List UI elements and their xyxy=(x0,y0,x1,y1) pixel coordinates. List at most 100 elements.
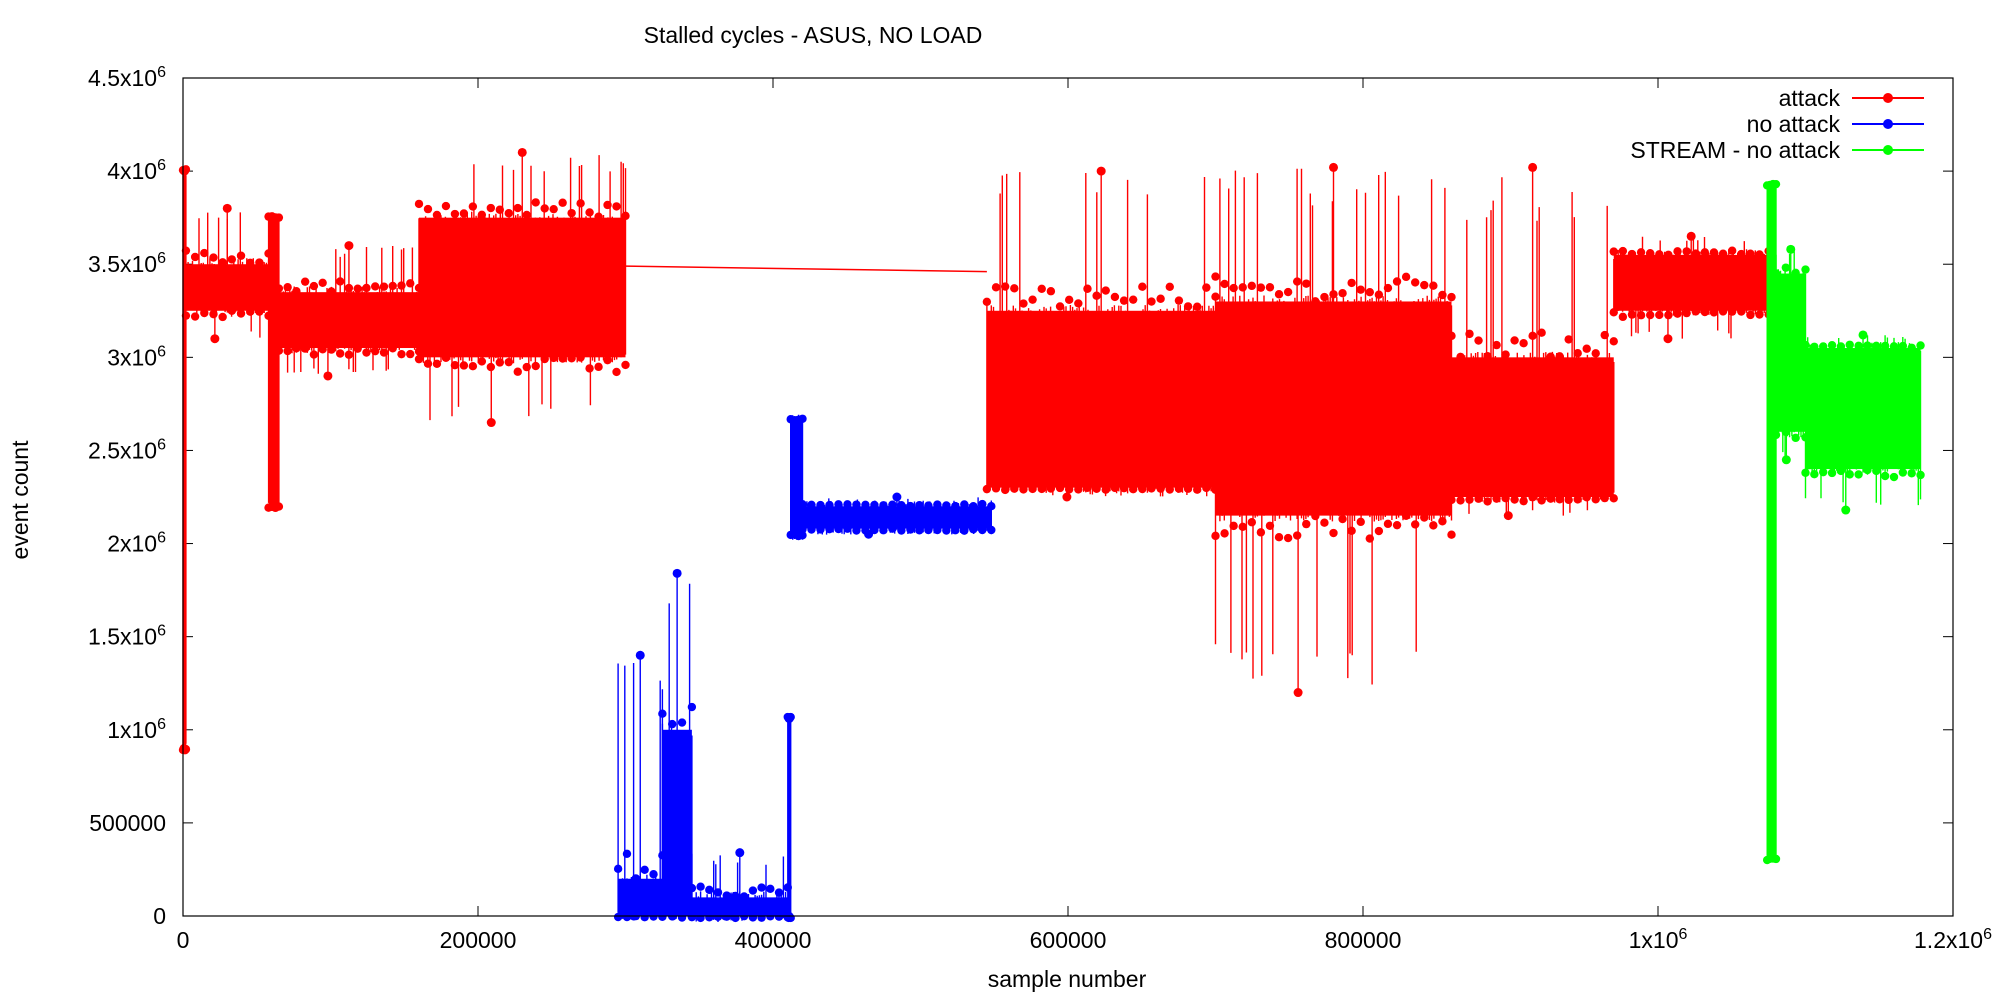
series-attack xyxy=(178,147,1773,755)
series-point xyxy=(942,501,951,510)
series-point xyxy=(1609,308,1618,317)
series-point xyxy=(379,348,389,357)
series-point xyxy=(1147,297,1156,306)
series-point xyxy=(1274,532,1284,542)
series-point xyxy=(1410,520,1420,529)
series-point xyxy=(1019,485,1028,494)
series-point xyxy=(318,278,327,287)
series-point xyxy=(292,287,301,296)
series-point xyxy=(423,204,433,214)
series-point xyxy=(181,311,191,320)
series-point xyxy=(1827,341,1837,350)
series-point xyxy=(549,353,558,363)
series-point xyxy=(843,500,852,509)
series-point xyxy=(870,525,879,535)
series-point xyxy=(576,353,585,362)
legend-label: STREAM - no attack xyxy=(1630,137,1840,163)
series-point xyxy=(879,526,888,535)
plot-area xyxy=(178,147,1925,923)
series-point xyxy=(585,364,594,373)
series-point xyxy=(1810,469,1819,479)
series-point xyxy=(300,277,310,286)
series-point xyxy=(585,208,594,217)
series-spikes xyxy=(278,246,420,374)
series-point xyxy=(459,361,469,370)
series-point xyxy=(612,202,621,211)
series-point xyxy=(668,719,677,729)
series-bridge-line xyxy=(625,265,987,273)
series-point xyxy=(748,913,758,922)
series-point xyxy=(897,526,906,535)
series-point xyxy=(1889,342,1899,351)
series-point xyxy=(1537,496,1546,505)
series-point xyxy=(495,205,505,214)
series-point xyxy=(1220,529,1229,538)
series-point xyxy=(960,526,969,535)
axis-ticks: 0 500000 1x106 1.5x106 2x106 2.5x106 3x106 3.5x… xyxy=(88,64,1992,953)
x-tick-label: 1.2x106 xyxy=(1914,926,1992,953)
series-point xyxy=(540,354,549,364)
series-extreme-point xyxy=(635,650,645,660)
series-point xyxy=(1302,519,1311,529)
series-point xyxy=(1247,518,1257,527)
series-point xyxy=(969,525,978,534)
series-point xyxy=(603,355,612,365)
series-point xyxy=(1546,494,1555,503)
series-point xyxy=(1429,281,1438,290)
series-point xyxy=(477,357,487,366)
series-extreme-point xyxy=(735,848,745,858)
series-point xyxy=(1193,302,1202,311)
series-point xyxy=(1447,331,1456,341)
series-point xyxy=(1801,468,1810,477)
series-point xyxy=(1636,248,1646,257)
series-point xyxy=(1746,310,1755,320)
series-point xyxy=(522,362,531,372)
series-point xyxy=(897,500,906,510)
series-point xyxy=(1238,283,1247,292)
series-point xyxy=(1320,518,1329,527)
series-point xyxy=(344,283,354,293)
series-point xyxy=(522,210,531,220)
series-point xyxy=(924,525,933,535)
series-point xyxy=(1383,519,1393,529)
series-point xyxy=(1492,494,1501,503)
series-point xyxy=(362,348,371,357)
x-tick-label: 1x106 xyxy=(1629,926,1688,953)
series-point xyxy=(477,210,487,220)
series-point xyxy=(1889,472,1899,482)
series-spikes xyxy=(1804,335,1922,506)
series-point xyxy=(807,525,816,534)
series-point xyxy=(1000,485,1010,495)
series-point xyxy=(406,349,415,359)
series-point xyxy=(1618,312,1628,322)
series-point xyxy=(987,501,996,511)
legend-marker xyxy=(1883,93,1893,103)
series-point xyxy=(1046,287,1056,296)
series-point xyxy=(1483,352,1492,361)
series-spikes xyxy=(1775,251,1807,458)
series-point xyxy=(1320,292,1329,302)
series-point xyxy=(1591,349,1600,358)
series-point xyxy=(1898,468,1908,477)
series-point xyxy=(1771,854,1781,864)
series-point xyxy=(1845,470,1854,479)
series-point xyxy=(283,346,292,356)
series-extreme-point xyxy=(1528,162,1538,172)
series-point xyxy=(834,524,843,534)
legend-label: attack xyxy=(1779,85,1841,111)
series-point xyxy=(379,282,389,291)
series-point xyxy=(486,362,496,372)
series-point xyxy=(1609,494,1618,503)
series-point xyxy=(1365,534,1375,543)
series-point xyxy=(1582,344,1591,353)
series-point xyxy=(1718,307,1728,316)
series-point xyxy=(1573,495,1582,504)
series-point xyxy=(1128,485,1138,494)
series-point xyxy=(798,531,807,540)
series-point xyxy=(1655,250,1664,259)
series-point xyxy=(1392,520,1402,530)
series-point xyxy=(1420,280,1429,290)
legend-marker xyxy=(1883,119,1893,129)
series-point xyxy=(1347,526,1356,535)
series-point xyxy=(371,346,380,356)
